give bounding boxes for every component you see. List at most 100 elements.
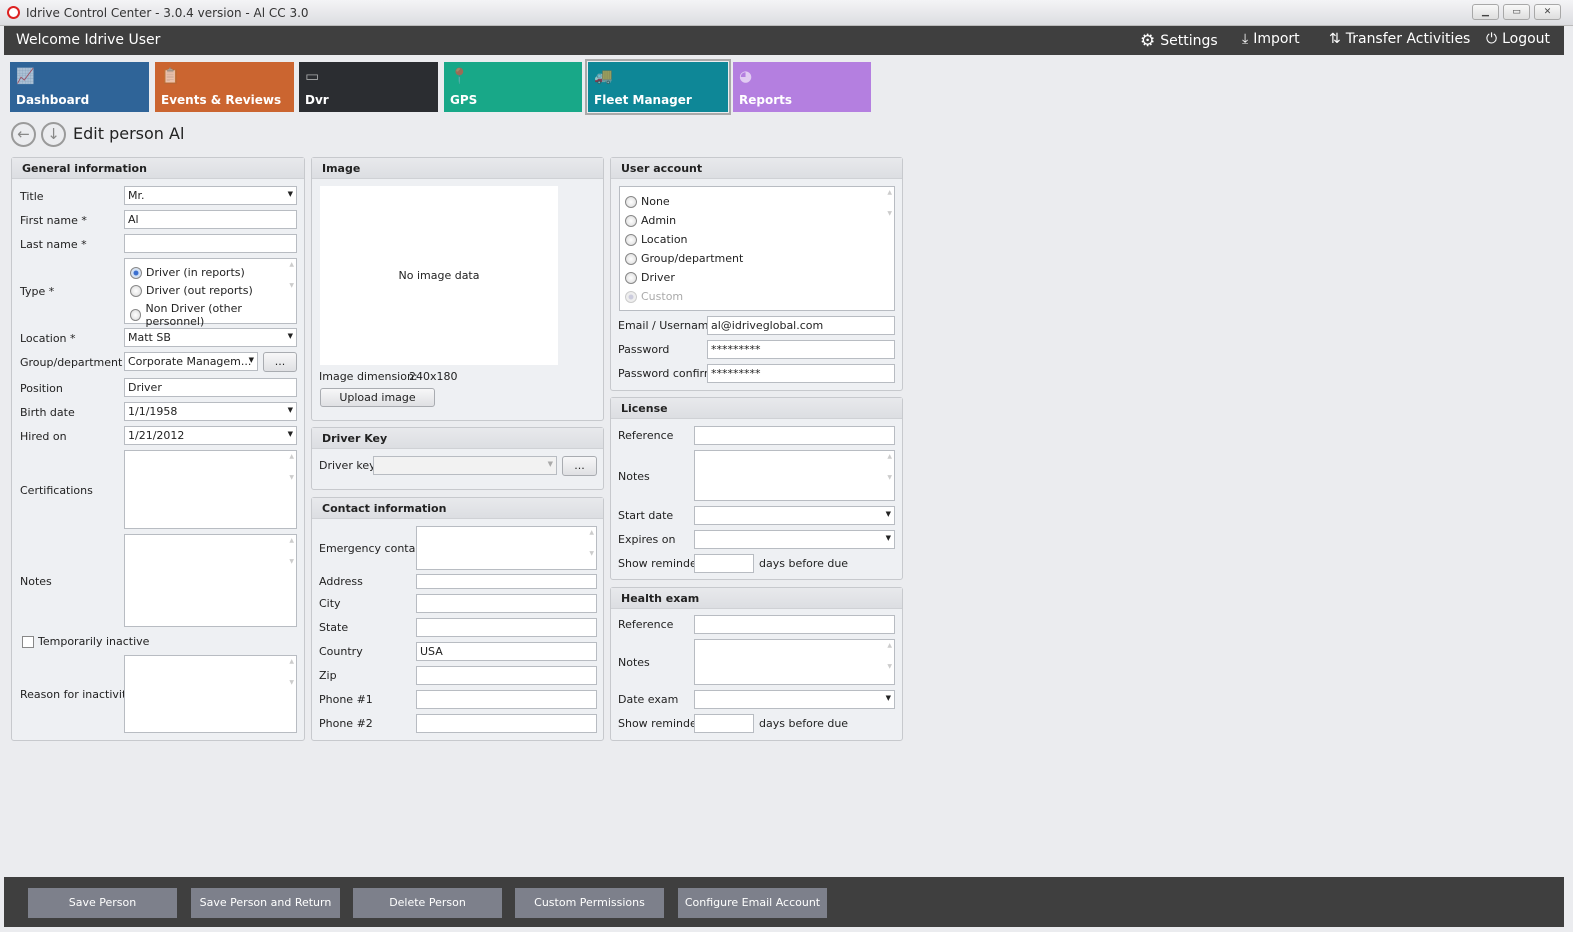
account-location-radio[interactable]: Location: [625, 233, 688, 246]
panel-header: License: [611, 398, 902, 419]
transfer-activities-button[interactable]: ⇅ Transfer Activities: [1329, 31, 1471, 47]
panel-header: Driver Key: [312, 428, 603, 449]
emergency-contact-textarea[interactable]: [416, 526, 597, 570]
image-dimension-value: 240x180: [409, 370, 458, 383]
temporarily-inactive-checkbox[interactable]: [22, 636, 34, 648]
address-input[interactable]: [416, 574, 597, 589]
group-select[interactable]: Corporate Managem...: [124, 352, 258, 371]
emergency-contact-label: Emergency contact: [319, 542, 426, 555]
no-image-text: No image data: [398, 269, 480, 282]
radio-icon: [130, 284, 142, 297]
panel-header: General information: [12, 158, 304, 179]
driver-key-select[interactable]: [373, 456, 557, 475]
arrow-left-icon: ←: [17, 125, 30, 143]
expires-on-picker[interactable]: [694, 530, 895, 549]
notes-label: Notes: [20, 575, 52, 588]
account-group-radio[interactable]: Group/department: [625, 252, 743, 265]
start-date-picker[interactable]: [694, 506, 895, 525]
down-button[interactable]: ↓: [41, 122, 66, 147]
health-days-label: days before due: [759, 717, 849, 730]
back-button[interactable]: ←: [11, 122, 36, 147]
location-select[interactable]: Matt SB: [124, 328, 297, 347]
settings-button[interactable]: ⚙ Settings: [1140, 31, 1218, 51]
password-confirm-label: Password confirm: [618, 367, 715, 380]
license-reference-input[interactable]: [694, 426, 895, 445]
type-label: Type *: [20, 285, 55, 298]
tile-gps[interactable]: 📍 GPS: [444, 62, 582, 112]
save-person-button[interactable]: Save Person: [28, 888, 177, 918]
health-reference-input[interactable]: [694, 615, 895, 634]
license-reminder-input[interactable]: [694, 554, 754, 573]
tile-dvr[interactable]: ▭ Dvr: [299, 62, 438, 112]
phone1-input[interactable]: [416, 690, 597, 709]
password-confirm-input[interactable]: *********: [707, 364, 895, 383]
radio-icon: [625, 271, 637, 284]
image-dimension-label: Image dimension:: [319, 370, 418, 383]
custom-permissions-button[interactable]: Custom Permissions: [515, 888, 664, 918]
certifications-textarea[interactable]: [124, 450, 297, 529]
license-notes-label: Notes: [618, 470, 650, 483]
certifications-label: Certifications: [20, 484, 93, 497]
welcome-text: Welcome Idrive User: [16, 32, 161, 48]
upload-image-button[interactable]: Upload image: [320, 388, 435, 407]
email-input[interactable]: al@idriveglobal.com: [707, 316, 895, 335]
image-preview: No image data: [320, 186, 558, 365]
notes-textarea[interactable]: [124, 534, 297, 627]
reason-label: Reason for inactivity: [20, 688, 133, 701]
tile-fleet-manager[interactable]: 🚚 Fleet Manager: [585, 59, 731, 115]
city-label: City: [319, 597, 341, 610]
last-name-label: Last name *: [20, 238, 87, 251]
tile-events-reviews[interactable]: 📋 Events & Reviews: [155, 62, 294, 112]
maximize-button[interactable]: ▭: [1503, 4, 1530, 20]
account-admin-radio[interactable]: Admin: [625, 214, 676, 227]
last-name-input[interactable]: [124, 234, 297, 253]
tile-dashboard[interactable]: 📈 Dashboard: [10, 62, 149, 112]
radio-selected-icon: [130, 266, 142, 279]
type-driver-out-reports-radio[interactable]: Driver (out reports): [130, 284, 253, 297]
dvr-icon: ▭: [305, 67, 320, 85]
tile-reports[interactable]: ◕ Reports: [733, 62, 871, 112]
account-none-radio[interactable]: None: [625, 195, 670, 208]
phone2-input[interactable]: [416, 714, 597, 733]
minimize-button[interactable]: ▁: [1472, 4, 1499, 20]
position-label: Position: [20, 382, 63, 395]
type-non-driver-radio[interactable]: Non Driver (other personnel): [130, 302, 296, 328]
first-name-input[interactable]: Al: [124, 210, 297, 229]
radio-icon: [625, 252, 637, 265]
zip-input[interactable]: [416, 666, 597, 685]
import-button[interactable]: ⤓ Import: [1242, 31, 1300, 47]
driver-key-browse-button[interactable]: ...: [562, 456, 597, 476]
email-label: Email / Username: [618, 319, 716, 332]
license-notes-textarea[interactable]: [694, 450, 895, 501]
close-button[interactable]: ✕: [1534, 4, 1561, 20]
password-input[interactable]: *********: [707, 340, 895, 359]
gears-icon: ⚙: [1140, 31, 1156, 51]
app-logo-icon: [7, 6, 20, 19]
account-driver-radio[interactable]: Driver: [625, 271, 675, 284]
panel-header: User account: [611, 158, 902, 179]
panel-header: Image: [312, 158, 603, 179]
delete-person-button[interactable]: Delete Person: [353, 888, 502, 918]
group-browse-button[interactable]: ...: [263, 352, 297, 372]
city-input[interactable]: [416, 594, 597, 613]
position-input[interactable]: Driver: [124, 378, 297, 397]
title-select[interactable]: Mr.: [124, 186, 297, 205]
type-driver-in-reports-radio[interactable]: Driver (in reports): [130, 266, 245, 279]
state-input[interactable]: [416, 618, 597, 637]
country-label: Country: [319, 645, 363, 658]
reason-textarea[interactable]: [124, 655, 297, 733]
clipboard-icon: 📋: [161, 67, 180, 85]
health-reminder-input[interactable]: [694, 714, 754, 733]
hired-on-picker[interactable]: 1/21/2012: [124, 426, 297, 445]
save-person-return-button[interactable]: Save Person and Return: [191, 888, 340, 918]
arrow-down-icon: ↓: [47, 125, 60, 143]
birth-date-picker[interactable]: 1/1/1958: [124, 402, 297, 421]
configure-email-button[interactable]: Configure Email Account: [678, 888, 827, 918]
date-exam-picker[interactable]: [694, 690, 895, 709]
logout-button[interactable]: ⏻ Logout: [1486, 31, 1551, 47]
account-custom-radio[interactable]: Custom: [625, 290, 683, 303]
license-reference-label: Reference: [618, 429, 674, 442]
type-radio-group: Driver (in reports) Driver (out reports)…: [124, 258, 297, 328]
country-input[interactable]: USA: [416, 642, 597, 661]
health-notes-textarea[interactable]: [694, 639, 895, 685]
